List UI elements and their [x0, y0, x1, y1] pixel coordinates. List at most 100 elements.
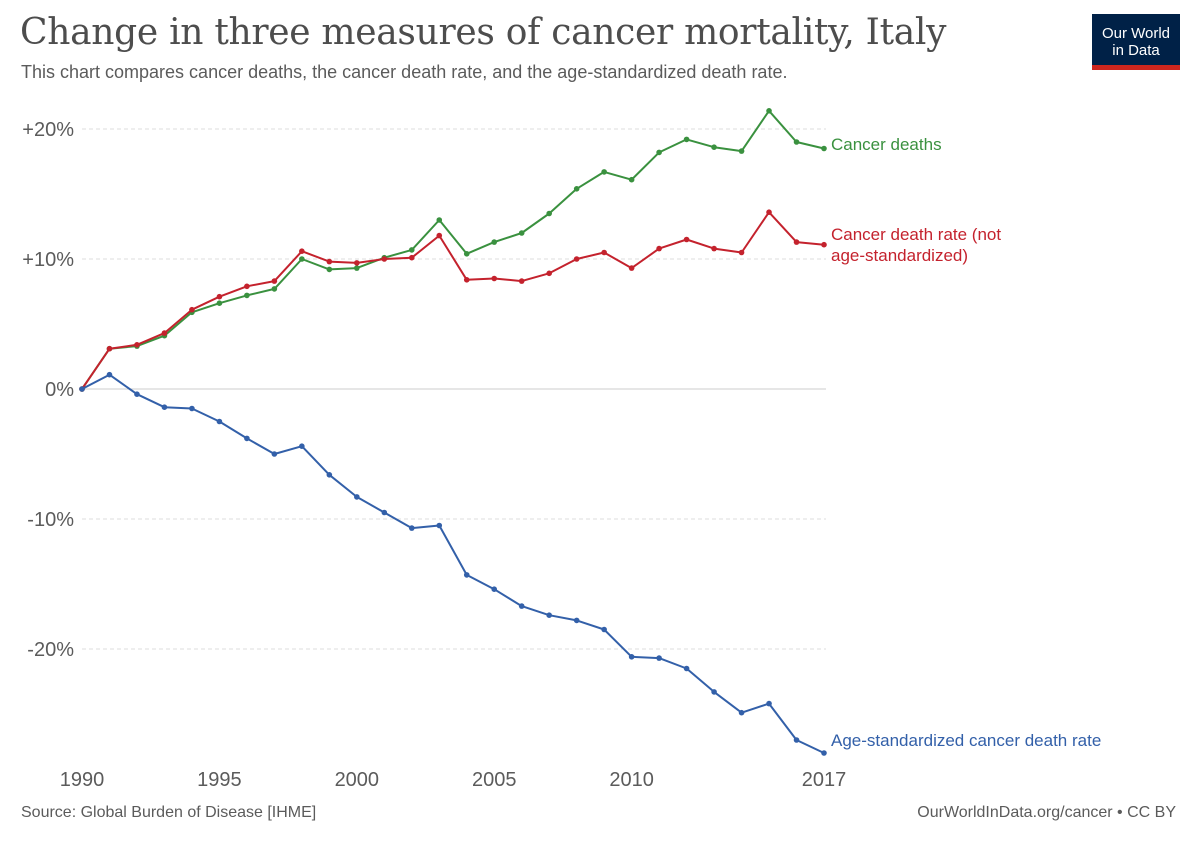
data-point [161, 404, 168, 411]
data-point [326, 266, 333, 273]
data-point [821, 750, 827, 756]
data-point [711, 144, 717, 150]
data-point [491, 239, 498, 245]
data-point [408, 525, 415, 531]
data-point [354, 494, 360, 500]
chart-subtitle: This chart compares cancer deaths, the c… [21, 62, 788, 82]
data-point [683, 136, 690, 143]
data-point [656, 149, 662, 156]
data-point [189, 405, 195, 412]
data-point [573, 186, 580, 192]
data-point [408, 247, 415, 253]
x-tick-label: 2010 [609, 769, 654, 791]
x-tick-label: 1990 [60, 769, 105, 791]
x-tick-label: 2017 [802, 769, 847, 791]
data-point [216, 300, 223, 307]
series-label-line: Age-standardized cancer death rate [831, 731, 1101, 750]
data-point [821, 145, 827, 152]
data-point [683, 665, 690, 672]
data-point [271, 278, 278, 284]
data-point [738, 249, 745, 256]
y-axis-ticks: +20% +10% 0% -10% -20% [22, 119, 74, 661]
data-point [244, 283, 250, 290]
data-point [463, 277, 470, 283]
series-line [81, 211, 825, 390]
data-point [601, 626, 607, 633]
data-point [326, 258, 333, 265]
data-point [601, 249, 607, 256]
data-point [354, 260, 360, 266]
data-point [766, 108, 772, 114]
data-point [711, 245, 717, 252]
data-point [793, 737, 800, 743]
data-point [711, 689, 717, 695]
series-label: Age-standardized cancer death rate [831, 731, 1101, 750]
data-point [271, 286, 278, 292]
data-point [518, 230, 525, 236]
data-point [793, 139, 800, 145]
y-tick-label: 0% [45, 379, 74, 401]
data-point [408, 254, 415, 261]
data-point [79, 386, 85, 392]
series-1 [79, 209, 827, 392]
gridlines [82, 128, 826, 650]
data-point [518, 278, 525, 284]
data-point [491, 275, 498, 282]
data-point [491, 586, 498, 592]
x-axis-ticks: 1990 1995 2000 2005 2010 2017 [60, 769, 847, 791]
data-point [106, 345, 113, 352]
logo-line-1: Our World [1101, 25, 1171, 42]
y-tick-label: +20% [22, 119, 74, 141]
series-label-line: Cancer deaths [831, 135, 942, 154]
data-point [628, 176, 635, 183]
credit-link[interactable]: OurWorldInData.org/cancer • CC BY [917, 804, 1176, 821]
data-point [134, 342, 140, 348]
series-label-line: Cancer death rate (not [831, 225, 1001, 244]
data-point [656, 245, 662, 252]
data-point [271, 451, 278, 457]
y-tick-label: -10% [27, 509, 74, 531]
data-point [601, 169, 607, 175]
data-point [189, 306, 195, 313]
data-point [738, 709, 745, 716]
series-2 [79, 371, 827, 756]
y-tick-label: +10% [22, 249, 74, 271]
data-point [134, 391, 140, 398]
series-label-line: age-standardized) [831, 246, 968, 265]
data-point [354, 265, 360, 271]
data-point [299, 443, 305, 450]
series-labels: Cancer deaths Cancer death rate (not age-s… [831, 135, 1101, 750]
data-point [216, 418, 223, 425]
data-point [546, 612, 552, 618]
data-point [518, 603, 525, 609]
data-point [628, 265, 635, 271]
data-point [381, 509, 388, 516]
data-point [436, 217, 443, 223]
data-point [463, 572, 470, 578]
data-point [573, 617, 580, 624]
x-tick-label: 1995 [197, 769, 242, 791]
data-point [436, 522, 443, 529]
x-tick-label: 2000 [335, 769, 380, 791]
data-point [326, 472, 333, 478]
data-point [436, 232, 443, 239]
series-line [81, 373, 825, 754]
data-point [738, 148, 745, 154]
data-point [244, 435, 250, 442]
data-point [546, 210, 552, 217]
data-point [106, 371, 113, 378]
data-point [299, 248, 305, 254]
series-line [81, 109, 825, 390]
data-point [546, 270, 552, 277]
source-note: Source: Global Burden of Disease [IHME] [21, 804, 317, 821]
chart-title: Change in three measures of cancer morta… [20, 12, 947, 53]
data-point [244, 292, 250, 299]
data-point [793, 239, 800, 245]
logo-line-2: in Data [1112, 42, 1160, 59]
our-world-in-data-logo[interactable]: Our World in Data [1092, 14, 1180, 70]
x-tick-label: 2005 [472, 769, 517, 791]
y-tick-label: -20% [27, 639, 74, 661]
data-point [628, 654, 635, 660]
logo-accent-bar [1092, 65, 1180, 70]
